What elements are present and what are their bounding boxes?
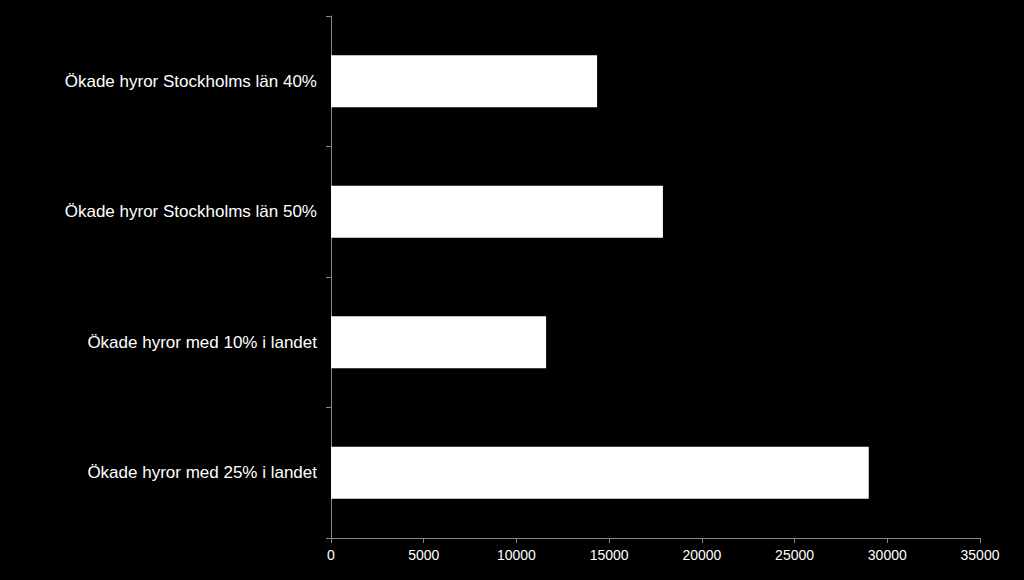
svg-text:25000: 25000 [775, 547, 814, 563]
svg-text:Ökade hyror Stockholms län 40%: Ökade hyror Stockholms län 40% [65, 72, 317, 91]
svg-text:10000: 10000 [497, 547, 536, 563]
svg-text:30000: 30000 [868, 547, 907, 563]
svg-text:Ökade hyror Stockholms län 50%: Ökade hyror Stockholms län 50% [65, 202, 317, 221]
svg-text:Ökade hyror med 10% i landet: Ökade hyror med 10% i landet [87, 333, 317, 352]
svg-text:0: 0 [327, 547, 335, 563]
svg-text:Ökade hyror med 25% i landet: Ökade hyror med 25% i landet [87, 463, 317, 482]
svg-text:35000: 35000 [961, 547, 1000, 563]
svg-text:20000: 20000 [682, 547, 721, 563]
svg-text:5000: 5000 [408, 547, 439, 563]
svg-text:15000: 15000 [590, 547, 629, 563]
